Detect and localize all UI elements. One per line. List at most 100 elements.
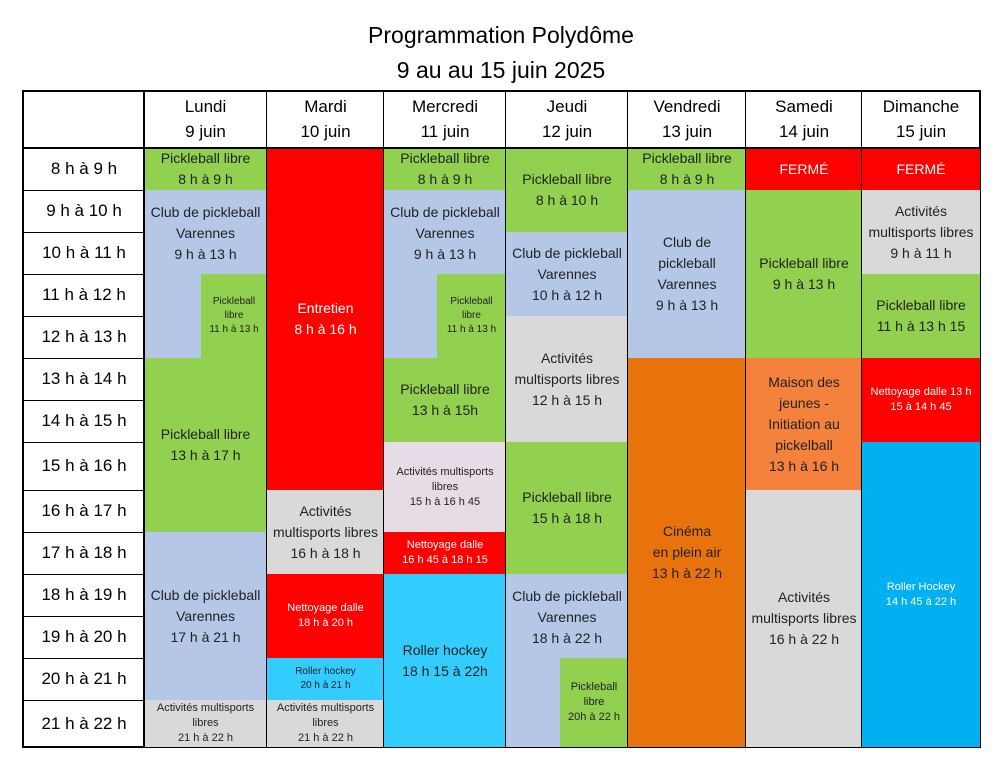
event-label: 8 h à 16 h bbox=[294, 321, 357, 337]
event-mardi-activites: Activités multisports libres 16 h à 18 h bbox=[267, 490, 384, 574]
event-label: 15 à 14 h 45 bbox=[890, 401, 952, 413]
event-vendredi-cinema: Cinéma en plein air 13 h à 22 h bbox=[628, 358, 746, 747]
day-date: 13 juin bbox=[661, 122, 713, 141]
event-jeudi-pickleball-libre: Pickleball libre 8 h à 10 h bbox=[506, 148, 628, 232]
event-label: FERMÉ bbox=[896, 160, 946, 177]
day-name: Lundi bbox=[184, 97, 227, 116]
event-label: Club de pickleball bbox=[512, 244, 622, 261]
column-divider bbox=[505, 90, 506, 748]
time-slot: 15 h à 16 h bbox=[41, 456, 127, 475]
event-label: Activités bbox=[894, 202, 948, 219]
event-mardi-entretien: Entretien 8 h à 16 h bbox=[267, 148, 384, 490]
day-name: Mardi bbox=[304, 97, 347, 116]
event-samedi-maison-des-jeunes: Maison des jeunes - Initiation au pickel… bbox=[746, 358, 862, 490]
event-label: Activités bbox=[540, 349, 594, 366]
day-date: 9 juin bbox=[185, 122, 226, 141]
event-label: Pickleball libre bbox=[400, 381, 490, 397]
event-label: 13 h à 15h bbox=[411, 402, 479, 418]
event-label: Cinéma bbox=[662, 523, 712, 539]
event-label: multisports libres bbox=[868, 223, 974, 240]
schedule-table bbox=[22, 90, 981, 748]
event-label: 16 h à 22 h bbox=[768, 631, 840, 647]
event-label: Pickleball libre bbox=[522, 489, 612, 505]
event-lundi-pickleball-libre-afternoon: Pickleball libre 13 h à 17 h bbox=[144, 358, 267, 532]
event-label: Maison des bbox=[768, 373, 840, 390]
event-label: libre bbox=[583, 696, 605, 708]
event-dimanche-roller: Roller Hockey 14 h 45 à 22 h bbox=[862, 442, 980, 747]
day-date: 15 juin bbox=[895, 122, 947, 141]
time-slot: 20 h à 21 h bbox=[41, 669, 127, 688]
column-divider bbox=[143, 90, 145, 748]
day-header-samedi: Samedi 14 juin bbox=[746, 94, 862, 144]
event-label: 13 h à 22 h bbox=[651, 565, 723, 581]
row-divider bbox=[22, 232, 144, 233]
event-label: Pickleball libre bbox=[400, 150, 490, 166]
column-divider bbox=[861, 90, 862, 748]
event-label: Pickleball libre bbox=[759, 255, 849, 271]
event-samedi-pickleball-libre: Pickleball libre 9 h à 13 h bbox=[746, 190, 862, 358]
time-slot: 19 h à 20 h bbox=[41, 627, 127, 646]
event-mercredi-pickleball-libre: Pickleball libre 8 h à 9 h bbox=[384, 148, 506, 190]
event-label: Club de pickleball bbox=[150, 204, 261, 220]
event-label: libres bbox=[431, 480, 459, 493]
time-slot: 10 h à 11 h bbox=[42, 243, 126, 262]
time-slot: 9 h à 10 h bbox=[46, 201, 122, 220]
event-label: en plein air bbox=[652, 544, 722, 560]
column-divider bbox=[266, 90, 267, 748]
event-lundi-club-pickleball-evening: Club de pickleball Varennes 17 h à 21 h bbox=[144, 532, 267, 700]
event-mercredi-activites: Activités multisports libres 15 h à 16 h… bbox=[384, 442, 506, 532]
event-label: Nettoyage dalle 13 h bbox=[870, 386, 972, 398]
day-header-jeudi: Jeudi 12 juin bbox=[506, 94, 628, 144]
event-label: Varennes bbox=[176, 607, 235, 624]
event-label: 9 h à 13 h bbox=[655, 297, 719, 313]
event-label: 8 h à 9 h bbox=[178, 171, 233, 187]
event-lundi-activites: Activités multisports libres 21 h à 22 h bbox=[144, 700, 267, 747]
time-slot: 13 h à 14 h bbox=[41, 369, 127, 388]
event-dimanche-nettoyage: Nettoyage dalle 13 h 15 à 14 h 45 bbox=[862, 358, 980, 442]
event-label: Pickleball libre bbox=[876, 297, 966, 313]
event-label: Initiation au bbox=[768, 415, 840, 432]
event-label: Roller hockey bbox=[295, 666, 356, 677]
event-label: Club de pickleball bbox=[390, 204, 500, 220]
event-label: Varennes bbox=[537, 265, 597, 282]
event-label: Roller Hockey bbox=[886, 580, 956, 593]
event-label: libres bbox=[312, 717, 339, 729]
event-label: Activités multisports bbox=[396, 465, 494, 478]
event-mercredi-pickleball-libre-small: Pickleball libre 11 h à 13 h bbox=[437, 274, 506, 358]
event-mardi-nettoyage: Nettoyage dalle 18 h à 20 h bbox=[267, 574, 384, 658]
time-slot: 8 h à 9 h bbox=[50, 159, 118, 178]
event-label: Pickleball libre bbox=[160, 426, 251, 442]
row-divider bbox=[22, 442, 144, 443]
event-dimanche-ferme: FERMÉ bbox=[862, 148, 980, 190]
event-label: libre bbox=[224, 310, 244, 321]
event-label: 14 h 45 à 22 h bbox=[885, 595, 957, 608]
event-label: 11 h à 13 h 15 bbox=[876, 318, 966, 334]
event-label: 15 h à 16 h 45 bbox=[409, 495, 481, 508]
time-slot: 12 h à 13 h bbox=[41, 327, 127, 346]
event-label: Club de pickleball bbox=[512, 588, 622, 604]
day-name: Vendredi bbox=[653, 97, 721, 116]
row-divider bbox=[22, 574, 144, 575]
row-divider bbox=[22, 532, 144, 533]
day-header-mercredi: Mercredi 11 juin bbox=[384, 94, 506, 144]
event-label: Activités bbox=[299, 502, 352, 519]
event-label: 13 h à 17 h bbox=[170, 447, 241, 463]
event-label: Club de bbox=[662, 234, 712, 250]
time-slot: 18 h à 19 h bbox=[41, 585, 127, 604]
event-label: Activités multisports bbox=[276, 702, 375, 714]
event-label: Varennes bbox=[537, 609, 597, 625]
row-divider bbox=[22, 658, 144, 659]
event-jeudi-pickleball-libre-small: Pickleball libre 20h à 22 h bbox=[560, 658, 628, 747]
event-label: 21 h à 22 h bbox=[297, 732, 354, 744]
day-date: 10 juin bbox=[300, 122, 351, 141]
event-label: Nettoyage dalle bbox=[287, 602, 364, 614]
event-label: multisports libres bbox=[751, 610, 857, 626]
time-slot: 21 h à 22 h bbox=[41, 713, 127, 733]
time-slot: 11 h à 12 h bbox=[42, 285, 126, 304]
event-label: 9 h à 13 h bbox=[772, 276, 836, 292]
event-label: Roller hockey bbox=[402, 641, 488, 658]
event-mercredi-nettoyage: Nettoyage dalle 16 h 45 à 18 h 15 bbox=[384, 532, 506, 574]
event-label: libres bbox=[192, 717, 219, 729]
event-samedi-activites: Activités multisports libres 16 h à 22 h bbox=[746, 490, 862, 747]
event-label: 11 h à 13 h bbox=[209, 324, 259, 335]
